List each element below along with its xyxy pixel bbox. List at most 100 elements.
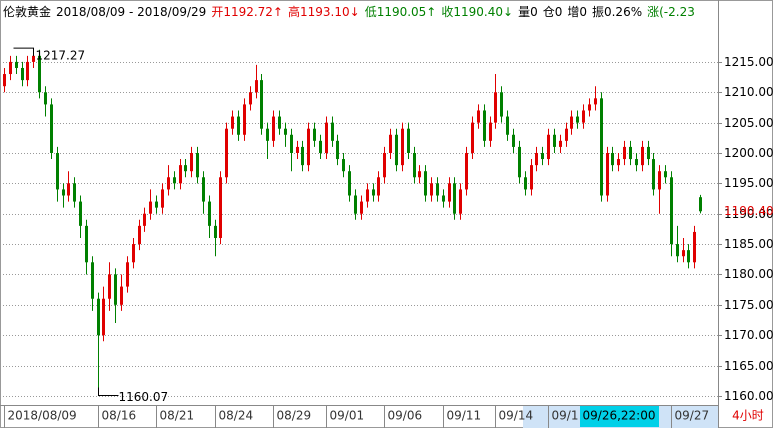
candle-body (652, 159, 655, 190)
candle-body (372, 189, 375, 196)
candle-body (658, 171, 661, 190)
candle-body (699, 197, 702, 212)
candle-body (442, 195, 445, 202)
candle-body (26, 61, 29, 81)
candle-body (360, 201, 363, 214)
candle-body (307, 128, 310, 166)
candle-body (530, 165, 533, 190)
header-item: 仓0 (542, 5, 563, 19)
max-pointer (13, 47, 34, 57)
candle-body (512, 134, 515, 147)
candle-body (500, 92, 503, 117)
candle-body (401, 128, 404, 166)
header-item: 量0 (518, 5, 538, 19)
candle-body (377, 177, 380, 196)
x-tick-label: 08/29 (277, 409, 312, 423)
candle-body (272, 116, 275, 141)
candle-body (389, 134, 392, 153)
y-tick-label: 1205.00 (724, 116, 773, 130)
candle-body (494, 92, 497, 123)
candle-body (149, 201, 152, 214)
candle-body (132, 244, 135, 263)
candle-body (102, 298, 105, 336)
candle-body (342, 159, 345, 172)
candle-body (559, 140, 562, 147)
candle-body (237, 116, 240, 135)
candle-body (407, 128, 410, 153)
candle-body (547, 134, 550, 160)
candle-body (196, 152, 199, 178)
y-tick-label: 1190.00 (724, 207, 773, 221)
candle-body (570, 116, 573, 129)
x-tick-label: 09/06 (388, 409, 423, 423)
candle-body (395, 134, 398, 166)
candle-body (354, 195, 357, 214)
candle-body (266, 128, 269, 141)
candle-body (664, 171, 667, 178)
candle-body (383, 152, 386, 178)
header-item: 开1192.72↑ (211, 5, 283, 19)
x-tick-label: 08/24 (219, 409, 254, 423)
header-item: 伦敦黄金 (3, 5, 52, 19)
candle-body (32, 55, 35, 62)
candle-body (225, 128, 228, 178)
candle-body (436, 183, 439, 196)
candle-body (85, 225, 88, 263)
candle-body (38, 55, 41, 93)
candle-body (231, 116, 234, 129)
last-price-label: 1190.40 (724, 204, 773, 218)
candle-body (301, 146, 304, 166)
candle-body (184, 165, 187, 172)
candle-body (641, 146, 644, 166)
candle-body (535, 152, 538, 166)
period-label: 4小时 (732, 409, 764, 423)
candle-body (483, 110, 486, 141)
candle-body (594, 98, 597, 105)
candle-body (108, 274, 111, 299)
candle-body (465, 152, 468, 190)
candle-body (179, 165, 182, 184)
candle-body (617, 159, 620, 166)
candle-body (336, 140, 339, 160)
header: 伦敦黄金 2018/08/09 - 2018/09/29 开1192.72↑ 高119… (3, 3, 715, 21)
header-item: 2018/08/09 - 2018/09/29 (56, 5, 207, 19)
candle-body (120, 286, 123, 305)
candle-body (611, 152, 614, 166)
cursor-box (580, 406, 659, 427)
x-tick-label: 08/16 (102, 409, 137, 423)
candle-body (3, 74, 6, 87)
header-item: 低1190.05↑ (364, 5, 437, 19)
header-item: 收1190.40↓ (441, 5, 514, 19)
x-tick-label: 09/1 (552, 409, 579, 423)
candle-body (676, 244, 679, 257)
candle-body (448, 183, 451, 202)
candle-body (600, 98, 603, 196)
y-tick-label: 1175.00 (724, 298, 773, 312)
x-tick-label: 09/01 (330, 409, 365, 423)
candle-body (255, 80, 258, 93)
candle-body (243, 104, 246, 135)
candle-body (348, 171, 351, 196)
candle-body (541, 152, 544, 160)
candle-body (430, 183, 433, 196)
y-tick-label: 1215.00 (724, 55, 773, 69)
candle-body (623, 146, 626, 160)
candle-body (284, 128, 287, 135)
candle-body (319, 140, 322, 153)
candle-body (21, 67, 24, 81)
header-item: 涨(-2.23 (647, 5, 695, 19)
candle-body (459, 189, 462, 214)
candle-body (97, 298, 100, 336)
candle-body (647, 146, 650, 160)
header-item: 增0 (567, 5, 587, 19)
y-tick-label: 1180.00 (724, 267, 773, 281)
candle-body (693, 231, 696, 263)
header-item: 振0.26% (591, 5, 643, 19)
candle-body (44, 92, 47, 105)
y-tick-label: 1195.00 (724, 176, 773, 190)
candle-body (670, 177, 673, 245)
candle-body (114, 274, 117, 305)
